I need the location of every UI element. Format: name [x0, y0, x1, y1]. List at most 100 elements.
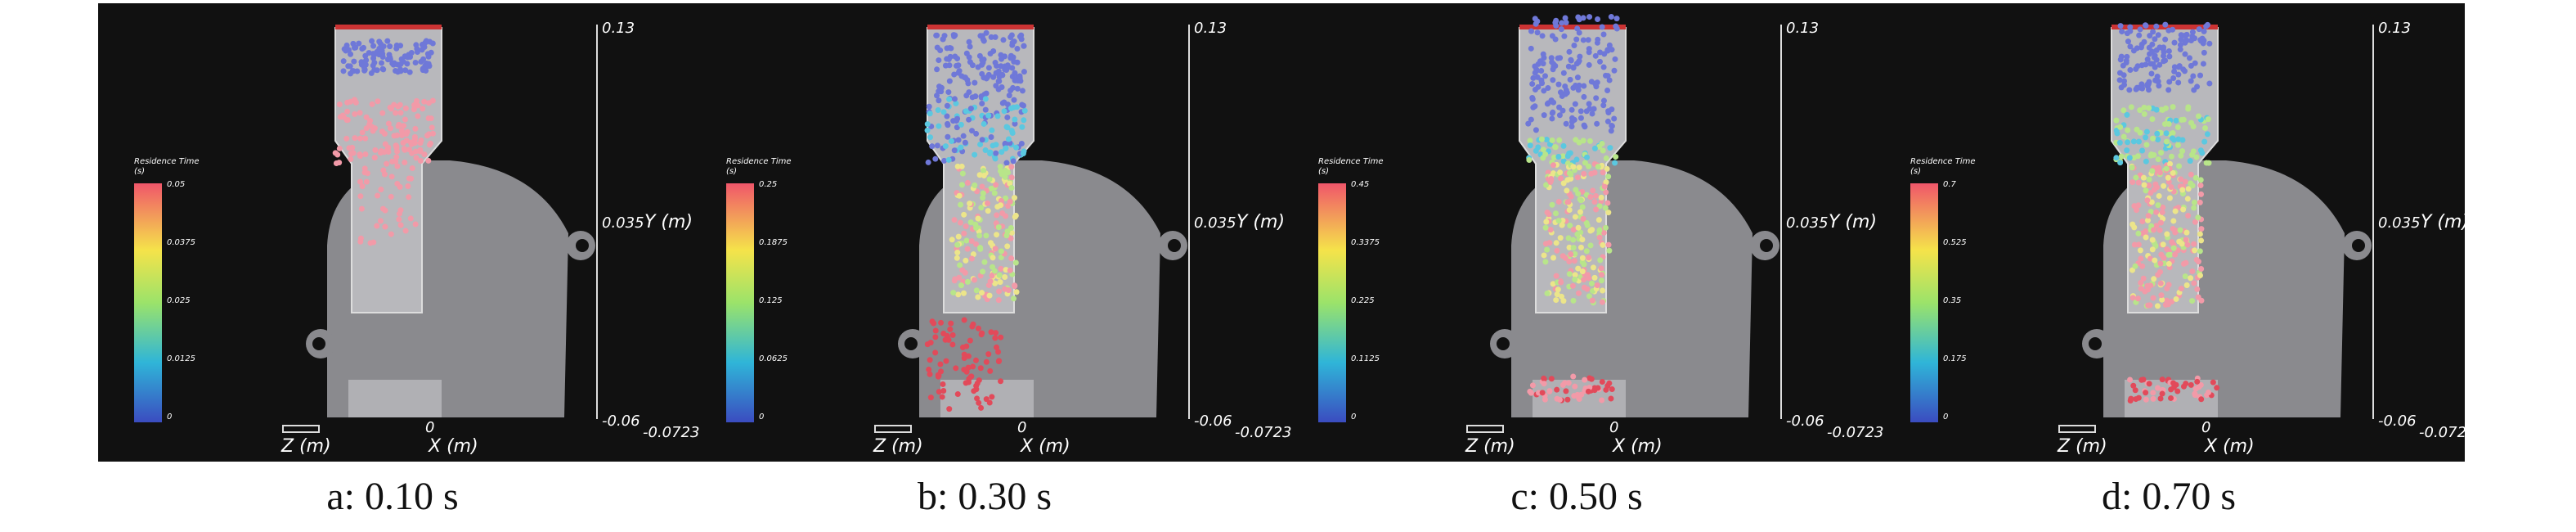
- particle: [415, 102, 421, 109]
- particle: [1609, 123, 1615, 129]
- particle: [2195, 214, 2201, 221]
- panel: Residence Time(s) 0.7 0.525 0.35 0.175 0 0.13 0…: [1910, 20, 2475, 457]
- particle: [1596, 58, 1603, 65]
- particle: [1586, 61, 1592, 68]
- particle: [397, 222, 404, 228]
- particle: [1001, 108, 1008, 115]
- particle: [976, 399, 982, 406]
- particle: [1574, 74, 1581, 81]
- particle: [2119, 29, 2125, 35]
- particle: [1012, 259, 1019, 266]
- particle: [988, 329, 994, 336]
- particle: [371, 60, 378, 66]
- colorbar: [1910, 183, 1938, 422]
- particle: [2139, 219, 2146, 225]
- x-tick-label: -0.0723: [1827, 424, 1883, 441]
- particle: [396, 216, 402, 223]
- particle: [1535, 144, 1542, 151]
- particle: [2175, 71, 2182, 78]
- particle: [341, 114, 348, 120]
- particle: [371, 66, 378, 73]
- particle: [2192, 219, 2198, 225]
- particle: [1586, 101, 1592, 107]
- particle: [2206, 390, 2212, 396]
- particle: [1542, 396, 1548, 403]
- particle: [1541, 375, 1547, 381]
- particle: [2168, 153, 2174, 160]
- particle: [2137, 26, 2143, 33]
- particle: [420, 106, 426, 112]
- particle: [973, 241, 980, 247]
- particle: [1008, 105, 1014, 111]
- particle: [941, 157, 948, 164]
- particle: [955, 137, 962, 143]
- particle: [2180, 383, 2187, 390]
- particle: [1532, 103, 1538, 110]
- particle: [1001, 99, 1008, 106]
- particle: [971, 388, 977, 394]
- particle: [929, 318, 936, 325]
- particle: [1552, 144, 1559, 151]
- particle: [934, 66, 940, 73]
- particle: [428, 49, 434, 56]
- particle: [1581, 284, 1587, 291]
- particle: [975, 325, 981, 331]
- particle: [376, 45, 383, 52]
- particle: [1006, 92, 1012, 99]
- z-axis-label: Z (m): [1465, 436, 1515, 457]
- particle: [949, 237, 955, 243]
- particle: [2127, 66, 2134, 73]
- particle: [394, 132, 401, 138]
- scale-bar: [1466, 425, 1504, 433]
- particle: [934, 44, 940, 51]
- particle: [980, 195, 986, 201]
- particle: [977, 33, 984, 39]
- particle: [1596, 228, 1603, 234]
- x-tick-label: -0.0723: [1235, 424, 1291, 441]
- particle: [372, 147, 379, 153]
- casing-hole: [2089, 337, 2102, 350]
- colorbar-tick-label: 0.0625: [759, 354, 788, 363]
- particle: [2150, 295, 2156, 301]
- particle: [2124, 53, 2130, 60]
- particle: [1564, 396, 1571, 403]
- particle: [1014, 46, 1021, 52]
- particle: [2118, 153, 2125, 160]
- particle: [994, 212, 1000, 219]
- particle: [1600, 287, 1606, 294]
- particle: [954, 115, 961, 122]
- scale-bar: [282, 425, 320, 433]
- particle: [2155, 385, 2161, 391]
- particle: [964, 179, 971, 186]
- particle: [2139, 147, 2146, 154]
- particle: [2135, 241, 2142, 248]
- particle: [413, 97, 420, 104]
- colorbar-unit: (s): [726, 167, 737, 176]
- particle: [387, 43, 393, 50]
- particle: [1569, 282, 1576, 289]
- particle: [2129, 179, 2136, 186]
- particle: [954, 163, 961, 169]
- particle: [979, 290, 985, 296]
- particle: [2130, 382, 2137, 389]
- particle: [1565, 380, 1572, 386]
- particle: [2140, 275, 2147, 282]
- particle: [1575, 14, 1582, 20]
- particle: [2182, 32, 2188, 38]
- particle: [405, 183, 411, 190]
- particle: [1003, 124, 1010, 130]
- particle: [2137, 107, 2143, 114]
- particle: [2146, 381, 2152, 387]
- particle: [361, 59, 368, 65]
- particle: [1526, 157, 1533, 164]
- particle: [384, 38, 391, 44]
- particle: [992, 34, 999, 40]
- particle: [2189, 268, 2196, 275]
- particle: [944, 45, 950, 52]
- lid: [335, 25, 442, 29]
- particle: [980, 268, 986, 275]
- particle: [388, 193, 394, 200]
- particle: [2170, 169, 2176, 176]
- particle: [2198, 226, 2205, 232]
- lid: [927, 25, 1034, 29]
